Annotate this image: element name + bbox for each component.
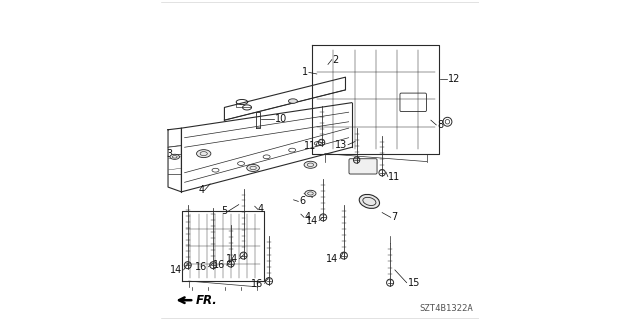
Ellipse shape (170, 154, 179, 159)
Text: 4: 4 (198, 185, 205, 195)
Text: 10: 10 (275, 114, 287, 124)
Text: 6: 6 (300, 196, 305, 206)
Text: 14: 14 (170, 265, 182, 275)
Text: 13: 13 (335, 140, 347, 150)
Text: 11: 11 (303, 141, 316, 151)
Ellipse shape (289, 99, 298, 103)
Text: 2: 2 (333, 55, 339, 65)
Text: 14: 14 (326, 254, 339, 264)
Text: 8: 8 (437, 120, 444, 130)
Text: 16: 16 (195, 262, 207, 272)
Text: 14: 14 (305, 216, 318, 226)
Text: 15: 15 (408, 278, 420, 288)
Text: 16: 16 (251, 279, 263, 289)
Text: 16: 16 (213, 260, 225, 270)
Text: 5: 5 (221, 206, 228, 216)
Ellipse shape (196, 150, 211, 158)
Text: 7: 7 (392, 212, 398, 222)
Ellipse shape (359, 195, 380, 208)
Text: SZT4B1322A: SZT4B1322A (419, 304, 473, 313)
Ellipse shape (246, 164, 259, 172)
Text: 11: 11 (388, 172, 400, 181)
Text: 14: 14 (226, 254, 238, 264)
Text: 3: 3 (166, 148, 173, 159)
Text: 12: 12 (449, 74, 461, 84)
Ellipse shape (304, 161, 317, 168)
Text: 4: 4 (304, 212, 310, 222)
Ellipse shape (305, 190, 316, 197)
Text: 4: 4 (307, 190, 314, 200)
Text: FR.: FR. (196, 294, 218, 307)
Text: 1: 1 (302, 68, 308, 77)
Text: 4: 4 (258, 204, 264, 214)
FancyBboxPatch shape (349, 159, 377, 174)
